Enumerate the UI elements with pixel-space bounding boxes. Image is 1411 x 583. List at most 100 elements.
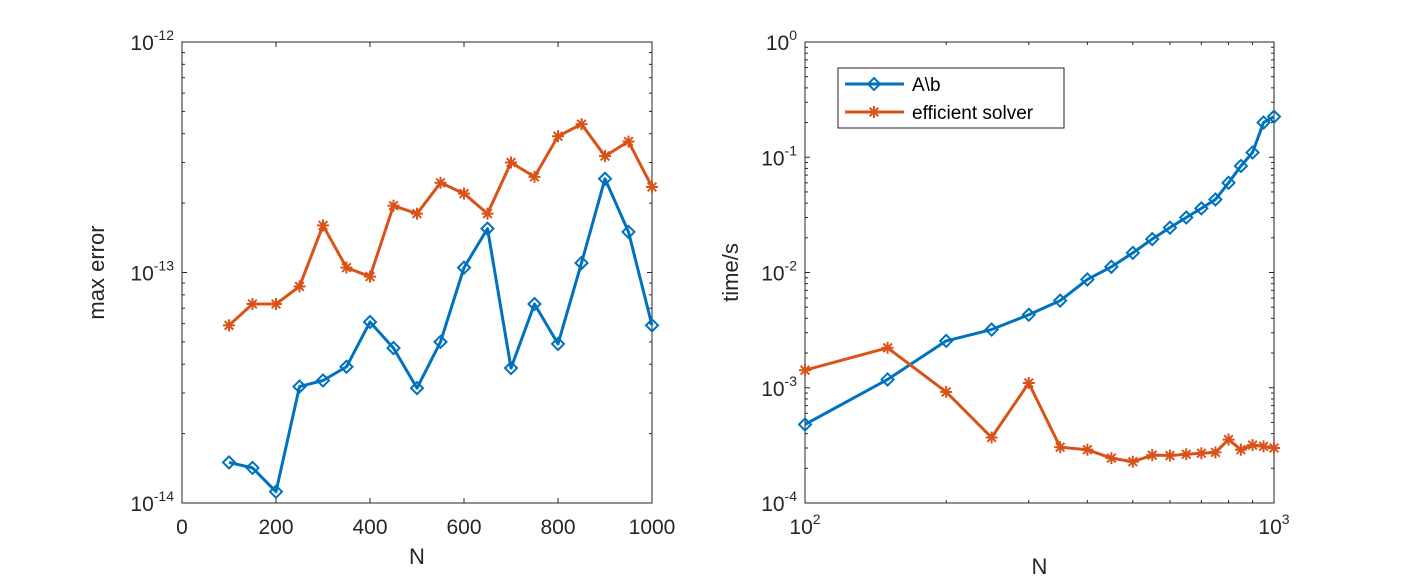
series-0 bbox=[221, 171, 660, 500]
data-point bbox=[644, 317, 660, 333]
tick-exponent: -12 bbox=[154, 27, 174, 43]
data-point bbox=[1268, 442, 1280, 455]
tick-base: 10 bbox=[1258, 516, 1281, 539]
data-point bbox=[339, 359, 354, 375]
data-point bbox=[364, 270, 376, 283]
data-point bbox=[362, 314, 378, 330]
data-point bbox=[528, 170, 541, 183]
y-tick-label: 10-2 bbox=[761, 258, 797, 286]
data-point bbox=[386, 340, 401, 356]
y-tick-label: 10-1 bbox=[761, 142, 797, 170]
x-axis-label: N bbox=[409, 544, 425, 569]
tick-exponent: 0 bbox=[789, 27, 797, 43]
legend-label: A\b bbox=[912, 75, 941, 96]
data-point bbox=[1081, 443, 1094, 456]
data-point bbox=[938, 333, 954, 349]
data-point bbox=[881, 341, 894, 354]
data-point bbox=[1266, 109, 1282, 125]
data-point bbox=[985, 431, 998, 444]
data-point bbox=[940, 385, 953, 398]
y-tick-label: 10-12 bbox=[130, 27, 174, 55]
data-point bbox=[270, 298, 282, 311]
data-point bbox=[456, 260, 472, 276]
series-0 bbox=[797, 109, 1282, 432]
data-point bbox=[1257, 440, 1270, 453]
data-point bbox=[868, 106, 880, 118]
data-point bbox=[646, 180, 658, 193]
data-point bbox=[458, 187, 470, 200]
tick-base: 10 bbox=[761, 147, 784, 170]
data-point bbox=[1022, 376, 1035, 389]
y-axis-label: max error bbox=[84, 225, 109, 319]
tick-base: 10 bbox=[761, 493, 784, 516]
tick-exponent: -14 bbox=[154, 488, 174, 504]
data-point bbox=[1209, 446, 1222, 459]
data-point bbox=[1245, 145, 1260, 160]
data-point bbox=[340, 261, 353, 274]
data-point bbox=[293, 280, 306, 293]
data-point bbox=[866, 76, 882, 92]
data-point bbox=[1126, 455, 1139, 468]
data-point bbox=[1163, 449, 1176, 462]
data-point bbox=[1207, 192, 1223, 207]
data-point bbox=[575, 118, 588, 131]
data-point bbox=[599, 150, 611, 163]
data-point bbox=[1233, 158, 1249, 174]
data-point bbox=[1221, 175, 1236, 191]
data-point bbox=[797, 417, 813, 432]
data-point bbox=[597, 171, 613, 187]
data-point bbox=[1054, 441, 1067, 454]
data-point bbox=[268, 484, 284, 500]
data-point bbox=[409, 380, 425, 396]
data-point bbox=[1146, 449, 1159, 462]
data-point bbox=[1180, 448, 1193, 461]
data-point bbox=[1246, 439, 1259, 452]
tick-base: 10 bbox=[761, 263, 784, 286]
legend-label: efficient solver bbox=[912, 103, 1034, 124]
series-1 bbox=[223, 118, 658, 332]
data-point bbox=[1021, 307, 1037, 323]
y-axis-label: time/s bbox=[718, 243, 743, 302]
series-1 bbox=[799, 341, 1280, 468]
y-tick-label: 10-14 bbox=[130, 488, 174, 516]
x-tick-label: 103 bbox=[1258, 511, 1289, 539]
tick-exponent: 3 bbox=[1282, 511, 1290, 527]
data-point bbox=[552, 130, 564, 143]
tick-exponent: -3 bbox=[785, 373, 798, 389]
tick-exponent: -2 bbox=[785, 258, 798, 274]
tick-base: 10 bbox=[130, 263, 153, 286]
data-point bbox=[505, 156, 517, 169]
data-point bbox=[574, 255, 589, 271]
x-tick-label: 400 bbox=[352, 516, 387, 539]
data-point bbox=[411, 207, 423, 220]
data-point bbox=[1193, 200, 1209, 216]
series-line bbox=[228, 177, 654, 494]
tick-exponent: -1 bbox=[785, 142, 798, 158]
data-point bbox=[503, 360, 519, 376]
data-point bbox=[1144, 231, 1160, 247]
data-point bbox=[292, 379, 307, 394]
data-point bbox=[984, 322, 1000, 337]
data-point bbox=[317, 219, 329, 232]
data-point bbox=[880, 372, 896, 387]
y-tick-label: 10-3 bbox=[761, 373, 797, 401]
data-point bbox=[1178, 210, 1194, 225]
tick-base: 10 bbox=[130, 32, 153, 55]
data-point bbox=[1079, 272, 1095, 287]
data-point bbox=[1195, 447, 1208, 460]
x-tick-label: 1000 bbox=[629, 516, 676, 539]
x-axis-label: N bbox=[1032, 554, 1048, 579]
y-tick-label: 10-13 bbox=[130, 258, 174, 286]
x-tick-label: 102 bbox=[789, 511, 820, 539]
y-tick-label: 10-4 bbox=[761, 488, 797, 516]
data-point bbox=[1256, 115, 1271, 130]
tick-base: 10 bbox=[761, 378, 784, 401]
data-point bbox=[223, 319, 235, 332]
data-point bbox=[245, 460, 260, 476]
x-tick-label: 600 bbox=[446, 516, 481, 539]
data-point bbox=[1234, 443, 1247, 456]
plot-area bbox=[181, 41, 653, 504]
